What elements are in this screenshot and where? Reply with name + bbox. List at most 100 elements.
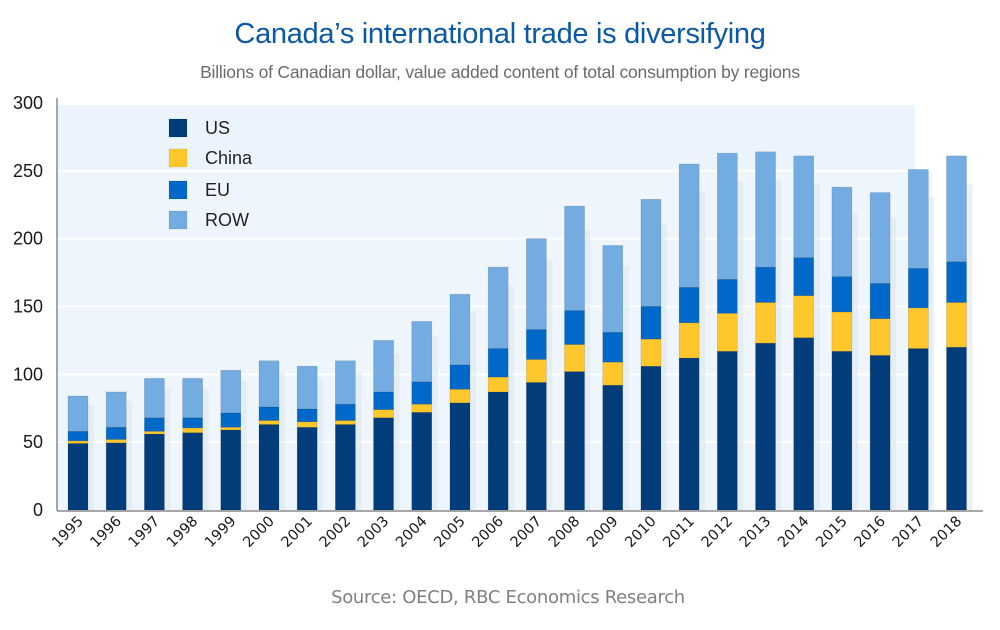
x-tick-label: 2005 bbox=[431, 514, 468, 551]
bar-stack-2008 bbox=[564, 205, 585, 511]
bar-segment-row bbox=[640, 199, 662, 307]
bar-segment-china bbox=[220, 426, 242, 431]
x-tick-label: 2011 bbox=[661, 514, 698, 551]
bar-stack-2005 bbox=[449, 293, 471, 511]
legend-label-china: China bbox=[205, 148, 253, 168]
x-tick-label: 2018 bbox=[928, 514, 965, 551]
x-tick-label: 2009 bbox=[584, 514, 621, 551]
bar-segment-eu bbox=[449, 364, 471, 390]
bar-segment-row bbox=[678, 163, 700, 288]
x-tick-label: 1995 bbox=[49, 514, 86, 551]
bar-segment-row bbox=[564, 205, 585, 311]
bar-segment-china bbox=[640, 338, 662, 367]
bar-segment-us bbox=[296, 426, 318, 511]
bar-segment-eu bbox=[182, 417, 203, 429]
legend-label-row: ROW bbox=[205, 210, 249, 230]
legend: US China EU ROW bbox=[168, 118, 253, 230]
x-tick-label: 1996 bbox=[88, 514, 125, 551]
bar-segment-row bbox=[908, 169, 929, 269]
bar-segment-eu bbox=[526, 329, 547, 360]
legend-label-us: US bbox=[205, 118, 230, 138]
x-tick-label: 2003 bbox=[355, 514, 392, 551]
bar-segment-row bbox=[335, 360, 356, 405]
bar-segment-row bbox=[411, 321, 433, 383]
bar-segment-us bbox=[908, 348, 929, 511]
bar-segment-china bbox=[678, 322, 700, 359]
bar-segment-row bbox=[717, 152, 738, 280]
bar-segment-row bbox=[793, 155, 815, 258]
bar-segment-us bbox=[411, 412, 433, 511]
bar-segment-china bbox=[373, 409, 394, 419]
x-tick-label: 2014 bbox=[775, 514, 812, 551]
bar-segment-us bbox=[182, 432, 203, 511]
bar-segment-us bbox=[869, 355, 891, 511]
bar-segment-china bbox=[144, 431, 165, 435]
bar-segment-row bbox=[296, 365, 318, 410]
bar-segment-row bbox=[182, 378, 203, 419]
bar-segment-row bbox=[220, 369, 242, 414]
y-tick-label: 0 bbox=[33, 500, 43, 520]
x-tick-label: 1999 bbox=[202, 514, 239, 551]
bar-segment-row bbox=[258, 360, 280, 408]
bar-segment-us bbox=[335, 424, 356, 511]
bar-stack-2007 bbox=[526, 238, 547, 511]
legend-label-eu: EU bbox=[205, 180, 230, 200]
bar-segment-us bbox=[717, 350, 738, 511]
chart-title: Canada’s international trade is diversif… bbox=[234, 18, 766, 50]
x-tick-label: 1997 bbox=[126, 514, 163, 551]
x-tick-label: 2001 bbox=[279, 514, 316, 551]
bar-segment-china bbox=[258, 420, 280, 425]
bar-segment-china bbox=[67, 440, 89, 444]
bar-segment-row bbox=[144, 378, 165, 419]
bar-stack-1998 bbox=[182, 378, 203, 511]
source-note: Source: OECD, RBC Economics Research bbox=[331, 587, 685, 608]
bar-segment-row bbox=[67, 395, 89, 432]
x-tick-label: 2002 bbox=[317, 514, 354, 551]
bar-segment-china bbox=[869, 318, 891, 356]
bar-segment-eu bbox=[373, 391, 394, 410]
x-tick-label: 2015 bbox=[813, 514, 850, 551]
bar-segment-us bbox=[793, 337, 815, 511]
bar-segment-china bbox=[182, 427, 203, 433]
bar-segment-china bbox=[908, 307, 929, 349]
bar-segment-china bbox=[831, 311, 853, 352]
bar-stack-2003 bbox=[373, 340, 394, 511]
x-tick-label: 2008 bbox=[546, 514, 583, 551]
bar-segment-us bbox=[449, 402, 471, 511]
bar-segment-us bbox=[373, 417, 394, 511]
legend-swatch-row bbox=[168, 210, 188, 230]
bar-stack-1999 bbox=[220, 369, 242, 511]
legend-swatch-us bbox=[168, 118, 188, 138]
bar-segment-china bbox=[946, 302, 967, 348]
bar-segment-eu bbox=[908, 268, 929, 309]
bar-segment-eu bbox=[717, 279, 738, 314]
bar-segment-eu bbox=[296, 408, 318, 423]
bar-stack-2014 bbox=[793, 155, 815, 511]
bar-segment-us bbox=[564, 371, 585, 511]
bar-segment-row bbox=[831, 186, 853, 277]
bar-segment-china bbox=[296, 421, 318, 428]
bar-segment-eu bbox=[831, 276, 853, 313]
x-tick-label: 2012 bbox=[699, 514, 736, 551]
y-axis-ticks: 0 50 100 150 200 250 300 bbox=[13, 93, 43, 520]
bar-segment-row bbox=[946, 155, 967, 263]
y-tick-label: 50 bbox=[23, 432, 43, 452]
bar-segment-china bbox=[793, 295, 815, 339]
bar-segment-us bbox=[678, 357, 700, 511]
bar-segment-us bbox=[755, 342, 776, 511]
bar-segment-row bbox=[526, 238, 547, 330]
bar-segment-us bbox=[144, 433, 165, 511]
bar-segment-china bbox=[105, 439, 127, 444]
bar-segment-china bbox=[717, 312, 738, 352]
bar-segment-row bbox=[449, 293, 471, 366]
bar-segment-eu bbox=[640, 306, 662, 340]
bar-segment-row bbox=[602, 245, 624, 333]
bar-segment-row bbox=[373, 340, 394, 393]
bar-segment-us bbox=[487, 391, 509, 511]
bar-segment-eu bbox=[487, 348, 509, 378]
bar-stack-2009 bbox=[602, 245, 624, 511]
y-tick-label: 200 bbox=[13, 229, 43, 249]
bar-segment-us bbox=[946, 346, 967, 511]
legend-swatch-eu bbox=[168, 180, 188, 200]
